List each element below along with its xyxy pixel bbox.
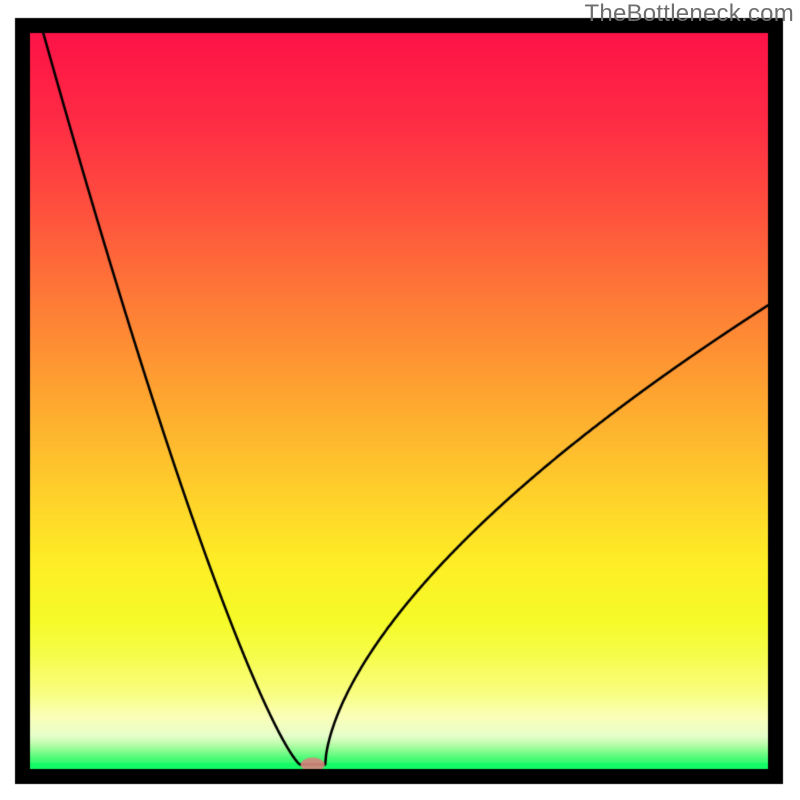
chart-stage: TheBottleneck.com xyxy=(0,0,800,800)
bottleneck-chart-canvas xyxy=(0,0,800,800)
